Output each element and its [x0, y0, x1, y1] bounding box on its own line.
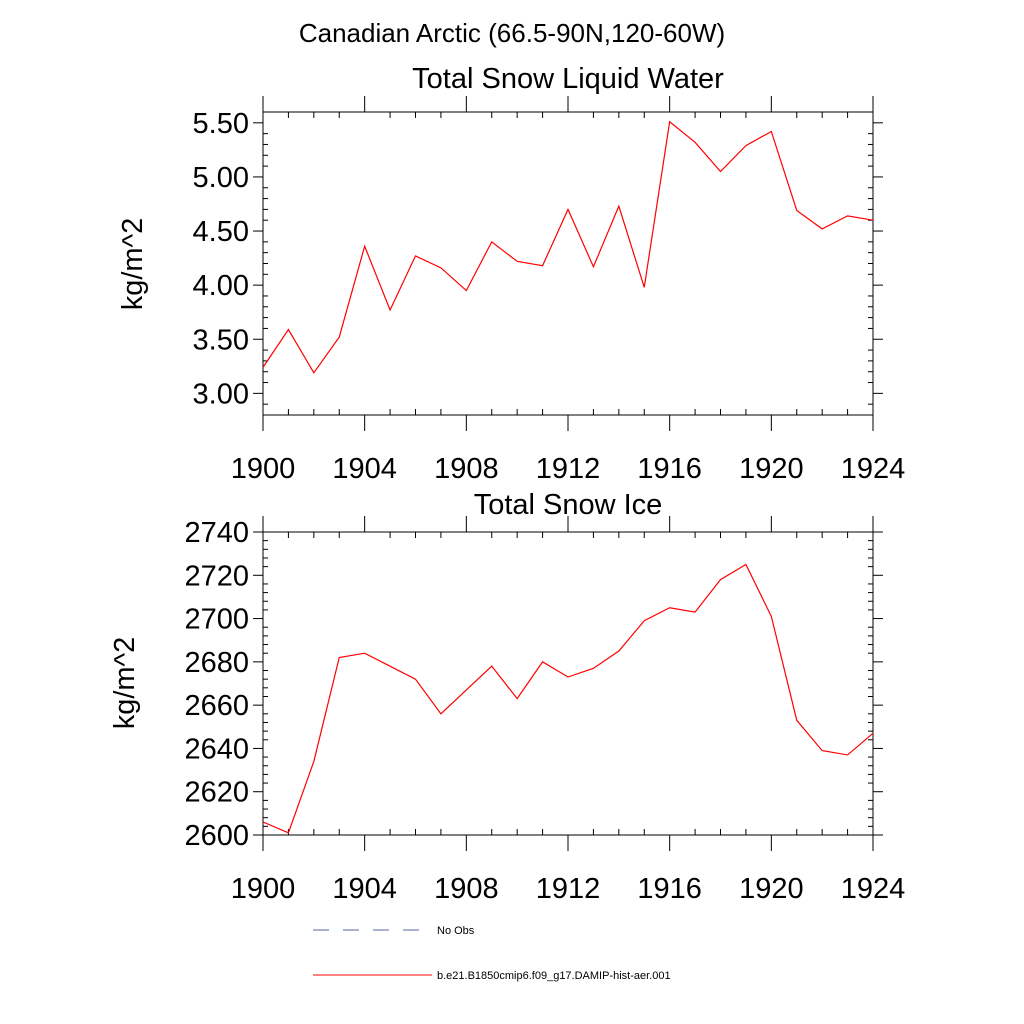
figure-suptitle: Canadian Arctic (66.5-90N,120-60W): [299, 18, 725, 48]
y-tick-label: 5.00: [193, 162, 249, 194]
x-tick-label: 1900: [231, 453, 296, 485]
series-line: [262, 563, 874, 834]
y-tick-label: 2740: [184, 517, 249, 549]
x-tick-label: 1920: [739, 453, 804, 485]
y-axis-label: kg/m^2: [117, 218, 149, 311]
y-tick-label: 5.50: [193, 108, 249, 140]
x-tick-label: 1924: [841, 453, 906, 485]
y-axis-label: kg/m^2: [109, 637, 141, 730]
y-tick-label: 4.50: [193, 216, 249, 248]
legend: No Obs b.e21.B1850cmip6.f09_g17.DAMIP-his…: [313, 925, 671, 982]
panel-title: Total Snow Ice: [474, 489, 663, 521]
y-tick-label: 2600: [184, 820, 249, 852]
plot-frame: [262, 531, 874, 836]
x-tick-label: 1904: [332, 873, 397, 905]
x-tick-label: 1908: [434, 873, 499, 905]
y-tick-label: 4.00: [193, 270, 249, 302]
panel-snow-liquid-water: Total Snow Liquid Water 1900 1904 1908 1912 1…: [117, 63, 905, 485]
y-tick-label: 2700: [184, 604, 249, 636]
x-tick-label: 1908: [434, 453, 499, 485]
y-tick-label: 2640: [184, 733, 249, 765]
x-tick-label: 1916: [637, 873, 702, 905]
y-tick-label: 2720: [184, 560, 249, 592]
x-tick-label: 1912: [536, 873, 601, 905]
plot-frame: [262, 111, 874, 416]
x-tick-label: 1904: [332, 453, 397, 485]
panel-title: Total Snow Liquid Water: [412, 63, 724, 95]
x-tick-label: 1900: [231, 873, 296, 905]
y-tick-label: 2620: [184, 777, 249, 809]
x-tick-label: 1916: [637, 453, 702, 485]
y-tick-label: 3.50: [193, 324, 249, 356]
legend-label: b.e21.B1850cmip6.f09_g17.DAMIP-hist-aer.…: [437, 970, 671, 982]
panel-snow-ice: Total Snow Ice 1900 1904 1908 1912 1916 1920 19…: [109, 489, 905, 905]
legend-label: No Obs: [437, 925, 475, 937]
x-tick-label: 1920: [739, 873, 804, 905]
y-tick-label: 2680: [184, 647, 249, 679]
series-line: [262, 120, 874, 374]
x-tick-label: 1924: [841, 873, 906, 905]
x-tick-label: 1912: [536, 453, 601, 485]
y-tick-label: 3.00: [193, 378, 249, 410]
y-tick-label: 2660: [184, 690, 249, 722]
